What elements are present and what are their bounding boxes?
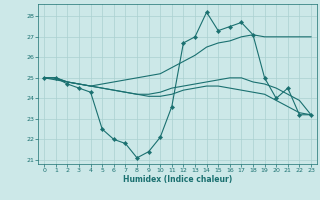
X-axis label: Humidex (Indice chaleur): Humidex (Indice chaleur) [123, 175, 232, 184]
